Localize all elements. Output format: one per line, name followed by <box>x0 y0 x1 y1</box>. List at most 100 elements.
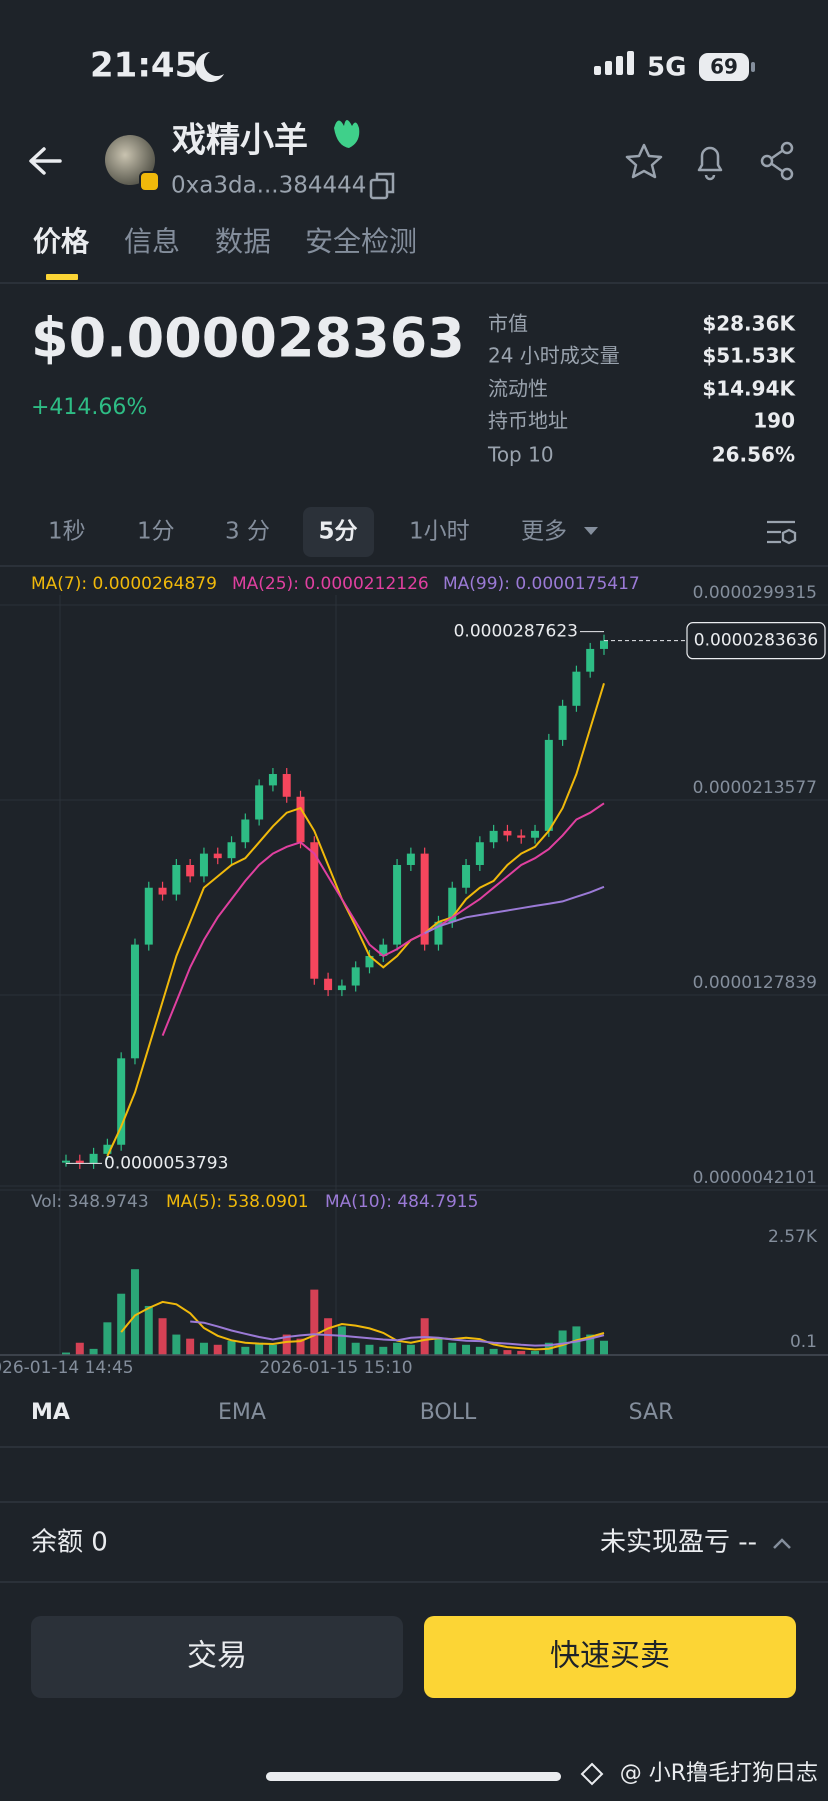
volume-legend: MA(10): 484.7915 <box>325 1192 478 1212</box>
stat-label: 市值 <box>488 312 528 336</box>
candle <box>213 853 222 859</box>
volume-bar <box>517 1350 526 1355</box>
network: 5G <box>647 53 686 83</box>
candle <box>186 864 195 877</box>
volume-bar <box>282 1334 291 1355</box>
trade-label: 交易 <box>187 1639 247 1674</box>
interval[interactable]: 1秒 <box>48 519 86 545</box>
chart-settings[interactable] <box>767 520 797 545</box>
stat-value: $28.36K <box>702 312 796 336</box>
volume-bar <box>406 1344 415 1355</box>
volume-bar <box>448 1342 457 1355</box>
ma-legend: MA(7): 0.0000264879 <box>31 574 217 594</box>
ma-line <box>424 885 605 935</box>
volume-bar <box>310 1289 319 1355</box>
tab[interactable]: 信息 <box>124 225 180 258</box>
y-tick-label: 0.0000299315 <box>693 583 817 603</box>
candle <box>558 705 567 740</box>
battery <box>699 53 749 81</box>
price-change: +414.66% <box>31 395 147 420</box>
copy-button[interactable] <box>369 172 395 200</box>
favorite-button[interactable] <box>625 143 663 179</box>
quick-trade-button[interactable] <box>424 1616 796 1698</box>
battery-level: 69 <box>710 55 738 79</box>
candle <box>489 830 498 843</box>
tab[interactable]: 安全检测 <box>305 225 417 258</box>
hand-icon <box>334 120 360 148</box>
stat-label: 24 小时成交量 <box>488 344 620 368</box>
moon-icon <box>195 52 224 82</box>
volume-bar <box>324 1318 333 1355</box>
candle <box>544 739 553 831</box>
home-indicator <box>266 1772 561 1781</box>
volume-bar <box>62 1352 70 1355</box>
candle <box>241 819 250 843</box>
volume-bar <box>393 1342 402 1355</box>
interval[interactable]: 更多 <box>521 519 567 545</box>
candle <box>144 887 153 945</box>
candle <box>531 830 540 838</box>
trade-button[interactable] <box>31 1616 403 1698</box>
min-label: 0.0000053793 <box>104 1153 228 1173</box>
candle <box>75 1160 84 1163</box>
candle <box>503 830 512 836</box>
volume-bar <box>117 1293 126 1355</box>
volume-bar <box>351 1342 360 1355</box>
volume-bar <box>227 1340 236 1355</box>
volume-bar <box>158 1318 167 1355</box>
interval[interactable]: 1小时 <box>409 519 470 545</box>
volume-bar <box>586 1334 595 1355</box>
expand-button[interactable] <box>773 1538 791 1549</box>
indicator-tab[interactable]: EMA <box>218 1400 266 1425</box>
back-button[interactable] <box>29 147 62 175</box>
volume-bar <box>75 1342 84 1355</box>
candle <box>365 955 374 968</box>
last-price-label: 0.0000283636 <box>694 631 818 651</box>
candle <box>448 887 457 922</box>
volume-bar <box>337 1326 346 1355</box>
share-button[interactable] <box>760 141 794 181</box>
alert-button[interactable] <box>697 146 723 181</box>
indicator-tab[interactable]: BOLL <box>420 1400 477 1425</box>
signal-icon <box>594 51 634 75</box>
interval[interactable]: 3 分 <box>225 519 270 545</box>
candle <box>406 853 415 865</box>
volume-bar <box>103 1322 112 1355</box>
price: $0.000028363 <box>31 307 465 370</box>
tab[interactable]: 价格 <box>33 225 90 258</box>
x-tick-label: 2026-01-14 14:45 <box>0 1358 134 1378</box>
indicator-tab[interactable]: MA <box>31 1400 70 1425</box>
last-price-box <box>686 622 826 660</box>
candle <box>572 671 581 706</box>
volume-bar <box>434 1338 443 1355</box>
stat-label: 流动性 <box>488 377 548 401</box>
indicator-tab[interactable]: SAR <box>629 1400 674 1425</box>
interval[interactable]: 1分 <box>137 519 175 545</box>
volume-bar <box>475 1346 484 1355</box>
tab[interactable]: 数据 <box>215 225 271 258</box>
volume-bar <box>89 1348 98 1355</box>
volume-bar <box>379 1346 388 1355</box>
unrealized-pnl: 未实现盈亏 -- <box>600 1528 757 1558</box>
volume-bar <box>531 1350 540 1355</box>
candle <box>158 887 167 895</box>
quick-trade-label: 快速买卖 <box>550 1639 670 1674</box>
volume-bar <box>199 1342 208 1355</box>
volume-tick-label: 2.57K <box>768 1227 818 1247</box>
candle <box>475 842 484 865</box>
candle <box>199 853 208 877</box>
candle <box>89 1153 98 1163</box>
stat-value: 26.56% <box>712 443 795 467</box>
interval[interactable]: 5分 <box>318 519 357 545</box>
volume-bar <box>489 1348 498 1355</box>
candle <box>600 640 608 649</box>
volume-bar <box>365 1344 374 1355</box>
candle <box>379 944 388 956</box>
candle <box>172 864 181 895</box>
candle <box>337 985 346 991</box>
candle <box>420 853 429 945</box>
candle <box>310 842 319 979</box>
candle <box>434 921 443 945</box>
